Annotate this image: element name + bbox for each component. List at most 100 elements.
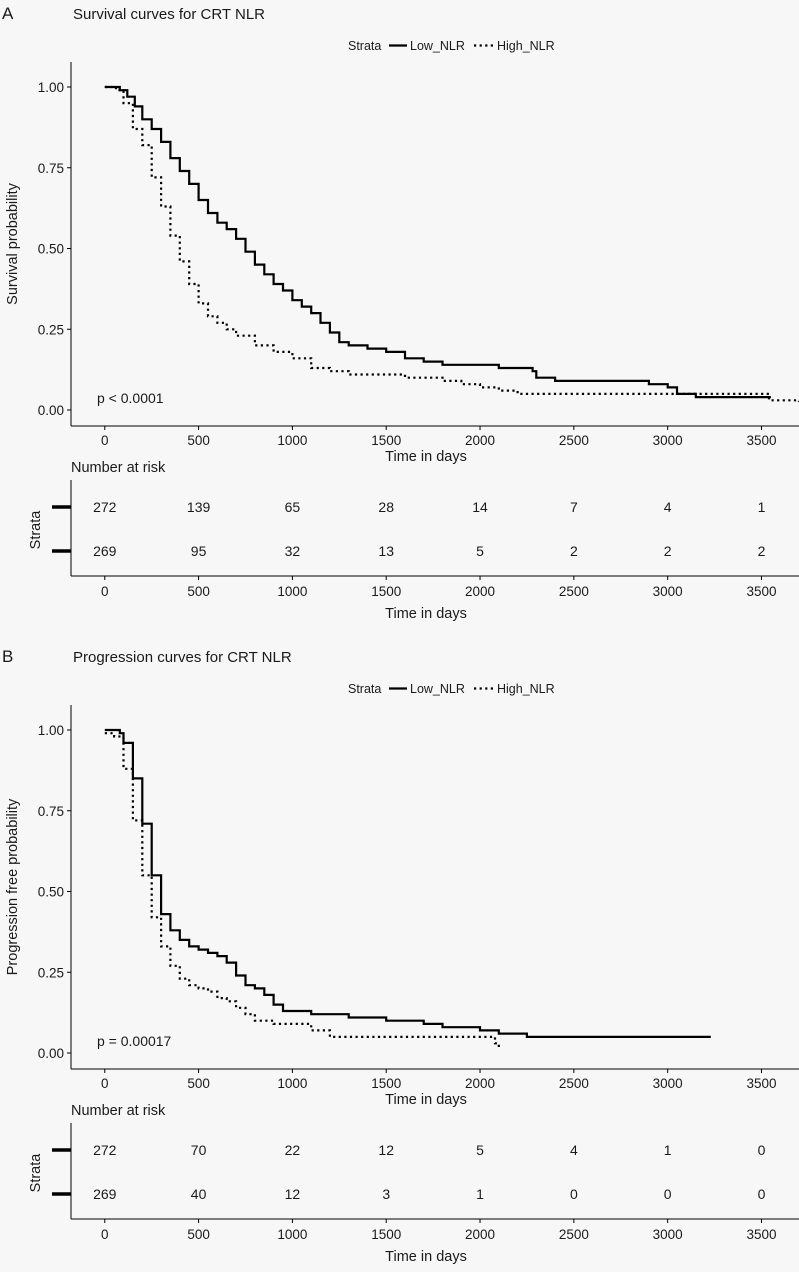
legend: Strata Low_NLR High_NLR: [348, 39, 555, 53]
risk-x-tick-label: 500: [187, 1227, 210, 1242]
risk-x-tick-label: 0: [101, 1227, 109, 1242]
p-value-annotation: p = 0.00017: [97, 1033, 172, 1049]
legend-title: Strata: [348, 682, 381, 696]
x-tick-label: 3000: [653, 1076, 683, 1091]
chart-title: Survival curves for CRT NLR: [73, 6, 265, 23]
risk-value: 4: [570, 1142, 578, 1158]
risk-value: 2: [758, 543, 766, 559]
y-axis-title: Survival probability: [5, 182, 21, 304]
y-tick-label: 0.50: [38, 242, 64, 257]
risk-value: 139: [187, 499, 211, 515]
risk-value: 12: [378, 1142, 394, 1158]
risk-x-tick-label: 2500: [559, 1227, 589, 1242]
y-tick-label: 0.00: [38, 1046, 64, 1061]
risk-value: 0: [758, 1186, 766, 1202]
x-tick-label: 2000: [465, 433, 495, 448]
risk-value: 0: [570, 1186, 578, 1202]
risk-x-tick-label: 2500: [559, 584, 589, 599]
x-tick-label: 3500: [746, 433, 776, 448]
risk-value: 1: [476, 1186, 484, 1202]
x-tick-label: 1500: [371, 1076, 401, 1091]
risk-value: 2: [570, 543, 578, 559]
curve-low-nlr: [104, 85, 771, 399]
x-tick-label: 3000: [653, 433, 683, 448]
risk-table: Number at risk Strata 272 139 65 28 14 7 4 1 269 95…: [28, 460, 799, 622]
risk-x-tick-label: 3000: [653, 1227, 683, 1242]
risk-value: 70: [191, 1142, 207, 1158]
x-tick-label: 500: [187, 433, 210, 448]
risk-value: 22: [285, 1142, 301, 1158]
x-axis-title: Time in days: [385, 1092, 467, 1108]
curve-high-nlr: [104, 732, 500, 1050]
risk-value: 14: [472, 499, 488, 515]
x-tick-label: 0: [101, 433, 109, 448]
risk-x-axis-title: Time in days: [385, 606, 467, 622]
y-tick-label: 1.00: [38, 80, 64, 95]
risk-value: 7: [570, 499, 578, 515]
legend-label-low: Low_NLR: [410, 682, 465, 696]
risk-value: 40: [191, 1186, 207, 1202]
x-tick-label: 1500: [371, 433, 401, 448]
risk-value: 95: [191, 543, 207, 559]
risk-value: 2: [664, 543, 672, 559]
x-tick-label: 1000: [277, 433, 307, 448]
risk-value: 272: [93, 1142, 117, 1158]
legend-label-high: High_NLR: [497, 39, 555, 53]
y-tick-label: 0.25: [38, 965, 64, 980]
risk-value: 12: [285, 1186, 301, 1202]
legend-title: Strata: [348, 39, 381, 53]
risk-value: 0: [758, 1142, 766, 1158]
risk-value: 5: [476, 1142, 484, 1158]
y-tick-label: 1.00: [38, 723, 64, 738]
x-tick-label: 3500: [746, 1076, 776, 1091]
y-tick-label: 0.75: [38, 161, 64, 176]
p-value-annotation: p < 0.0001: [97, 390, 164, 406]
risk-x-tick-label: 1000: [277, 584, 307, 599]
curve-low-nlr: [104, 728, 711, 1038]
risk-value: 272: [93, 499, 117, 515]
risk-table-title: Number at risk: [71, 460, 166, 476]
y-tick-label: 0.75: [38, 804, 64, 819]
risk-x-tick-label: 1000: [277, 1227, 307, 1242]
risk-value: 1: [758, 499, 766, 515]
risk-x-tick-label: 1500: [371, 1227, 401, 1242]
x-axis-title: Time in days: [385, 449, 467, 465]
risk-value: 65: [285, 499, 301, 515]
risk-value: 3: [382, 1186, 390, 1202]
strata-label: Strata: [28, 1153, 44, 1193]
chart-title: Progression curves for CRT NLR: [73, 649, 292, 666]
risk-value: 269: [93, 1186, 117, 1202]
risk-x-axis-title: Time in days: [385, 1249, 467, 1265]
y-tick-label: 0.50: [38, 885, 64, 900]
x-tick-label: 0: [101, 1076, 109, 1091]
risk-value: 269: [93, 543, 117, 559]
legend-label-high: High_NLR: [497, 682, 555, 696]
risk-value: 1: [664, 1142, 672, 1158]
panel-b: B Progression curves for CRT NLR Strata Low…: [2, 647, 799, 1265]
risk-x-tick-label: 500: [187, 584, 210, 599]
risk-value: 5: [476, 543, 484, 559]
y-axis-title: Progression free probability: [5, 798, 21, 975]
risk-value: 28: [378, 499, 394, 515]
curve-high-nlr: [104, 85, 799, 402]
x-tick-label: 2000: [465, 1076, 495, 1091]
risk-x-tick-label: 3000: [653, 584, 683, 599]
strata-label: Strata: [28, 510, 44, 550]
legend-label-low: Low_NLR: [410, 39, 465, 53]
x-tick-label: 500: [187, 1076, 210, 1091]
risk-x-tick-label: 2000: [465, 1227, 495, 1242]
x-tick-label: 1000: [277, 1076, 307, 1091]
y-tick-label: 0.25: [38, 322, 64, 337]
x-tick-label: 2500: [559, 1076, 589, 1091]
risk-x-tick-label: 3500: [746, 1227, 776, 1242]
risk-x-tick-label: 0: [101, 584, 109, 599]
risk-x-tick-label: 1500: [371, 584, 401, 599]
risk-x-tick-label: 3500: [746, 584, 776, 599]
risk-value: 4: [664, 499, 672, 515]
y-tick-label: 0.00: [38, 403, 64, 418]
panel-letter: A: [2, 4, 14, 23]
panel-a: A Survival curves for CRT NLR Strata Low_NL…: [2, 4, 799, 622]
x-tick-label: 2500: [559, 433, 589, 448]
